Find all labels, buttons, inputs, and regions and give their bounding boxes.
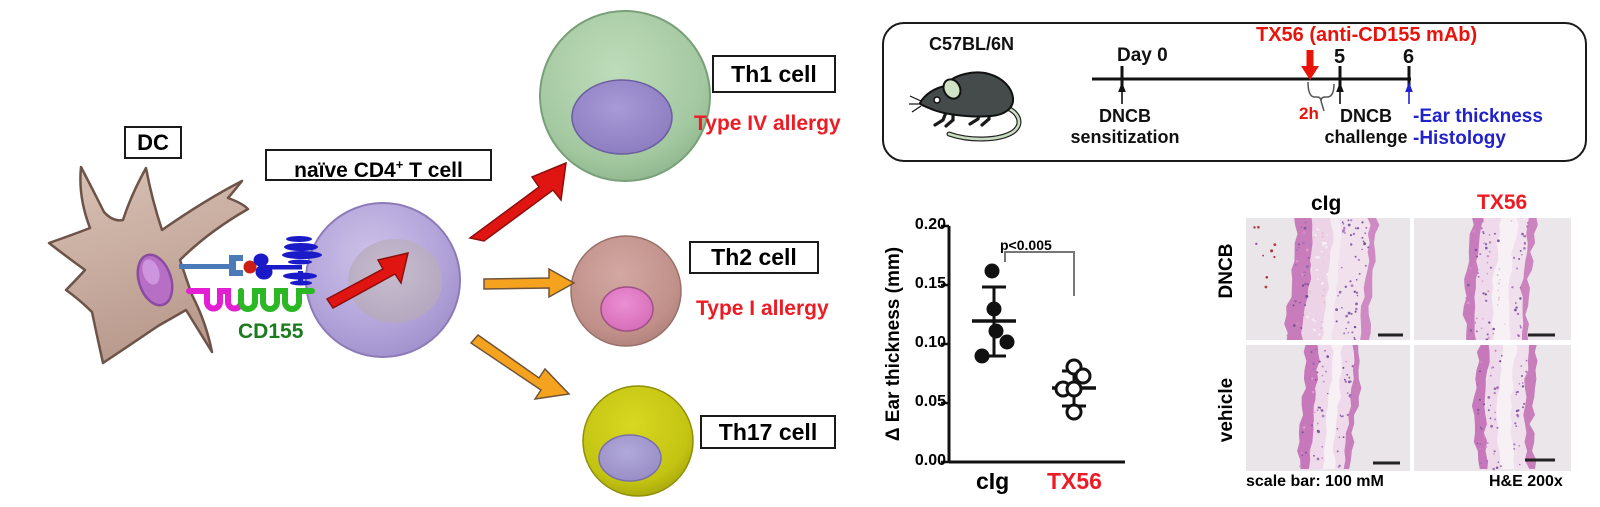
svg-text:CD155: CD155 (238, 320, 304, 343)
